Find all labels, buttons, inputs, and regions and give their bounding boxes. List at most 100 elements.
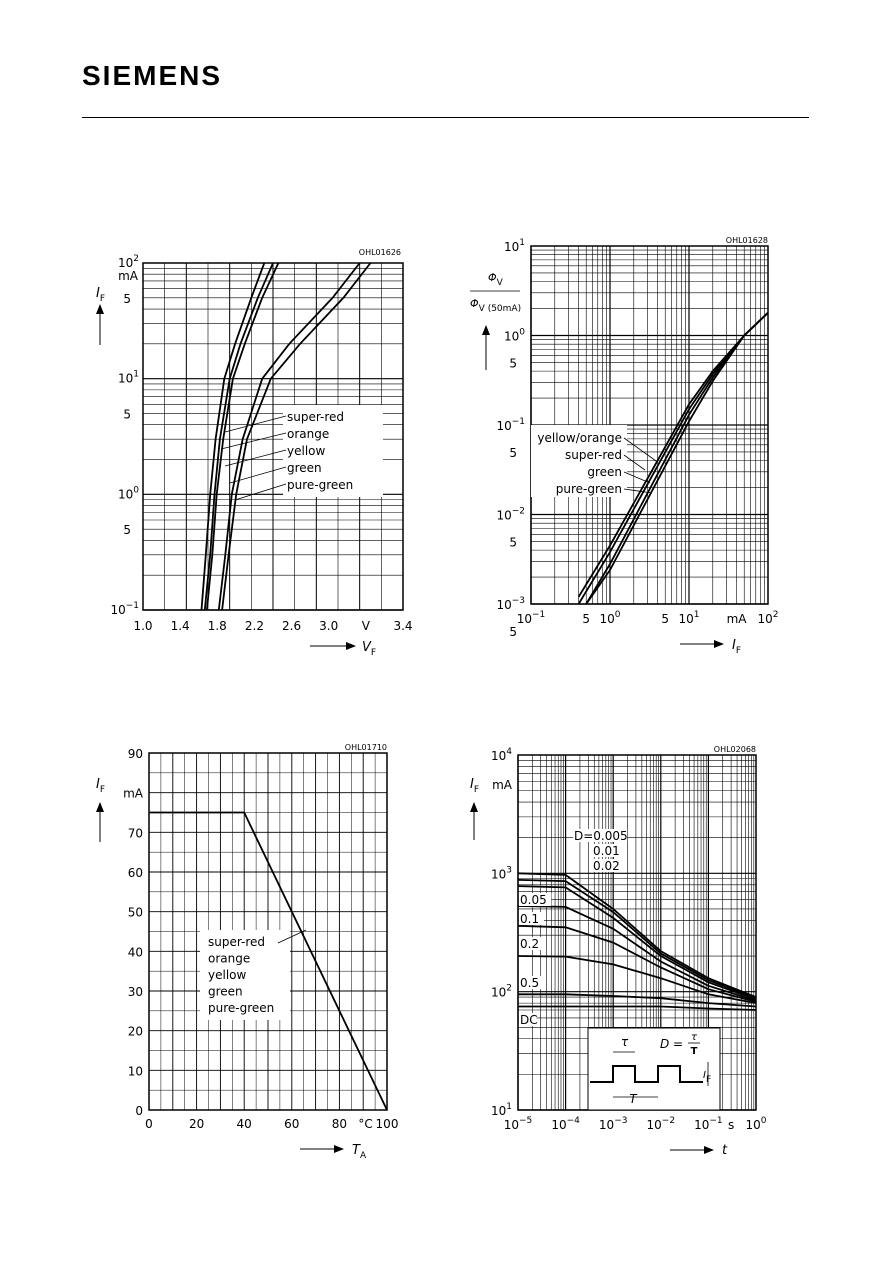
y-axis-label: IF <box>470 777 479 795</box>
series-line-DC <box>518 1005 757 1011</box>
x-tick-label: 10−1 <box>694 1116 723 1132</box>
y-tick-label: 10−2 <box>496 507 525 523</box>
y-tick-label: 102 <box>118 254 139 270</box>
x-unit-label: s <box>728 1118 734 1132</box>
y-tick-label: 5 <box>509 446 517 460</box>
legend-box <box>200 930 290 1020</box>
x-tick-label: 0 <box>145 1117 153 1131</box>
x-tick-label: 5 <box>582 612 590 626</box>
y-tick-label: 60 <box>128 866 143 880</box>
x-tick-label: 100 <box>745 1116 766 1132</box>
y-tick-label: 101 <box>491 1102 512 1118</box>
x-tick-label: 1.4 <box>171 619 190 633</box>
legend-label: orange <box>287 427 329 441</box>
y-axis-label: IF <box>96 777 105 795</box>
leader-line <box>277 929 307 944</box>
arrow-head <box>96 802 104 812</box>
y-tick-label: 20 <box>128 1025 143 1039</box>
x-axis-label: IF <box>732 638 741 656</box>
y-tick-label: 5 <box>509 625 517 639</box>
x-tick-label: 10−2 <box>647 1116 676 1132</box>
inset-frac-num: τ <box>691 1032 698 1043</box>
x-tick-label: 40 <box>237 1117 252 1131</box>
series-line-0.01 <box>517 879 757 1000</box>
chart-code: OHL01626 <box>359 248 401 257</box>
x-tick-label: 2.6 <box>282 619 301 633</box>
leader-line <box>224 449 287 467</box>
legend-label: yellow <box>208 968 246 982</box>
legend-label: green <box>587 465 622 479</box>
legend-label: super-red <box>208 935 265 949</box>
inset-if-label: IF <box>703 1070 711 1085</box>
label-bg <box>519 893 552 906</box>
y-unit-label: mA <box>118 269 139 283</box>
y-tick-label: mA <box>123 787 144 801</box>
legend-box <box>531 425 627 497</box>
leader-line <box>623 437 657 462</box>
x-tick-label: 10−1 <box>517 610 546 626</box>
duty-label: 0.05 <box>520 893 547 907</box>
leader-line <box>224 415 287 433</box>
x-axis-label: TA <box>352 1143 367 1161</box>
duty-label: D=0.005 <box>574 829 628 843</box>
derating-line <box>149 811 388 1111</box>
y-tick-label: 0 <box>135 1104 143 1118</box>
x-axis-label: VF <box>362 640 376 658</box>
series-line-0.05 <box>517 905 757 1002</box>
arrow-head <box>334 1145 344 1153</box>
legend-label: pure-green <box>556 482 622 496</box>
arrow-head <box>470 802 478 812</box>
inset-period: T <box>629 1092 638 1106</box>
x-tick-label: 2.2 <box>245 619 264 633</box>
x-tick-label: 1.0 <box>133 619 152 633</box>
series-line-orange <box>203 262 274 611</box>
leader-line <box>220 432 287 450</box>
series-line-D=0.005 <box>517 872 757 998</box>
x-tick-label: °C <box>358 1117 372 1131</box>
y-tick-label: 30 <box>128 985 143 999</box>
arrow-head <box>704 1146 714 1154</box>
y-tick-label: 5 <box>123 292 131 306</box>
leader-line <box>623 471 651 484</box>
arrow-head <box>714 640 724 648</box>
duty-label: 0.5 <box>520 976 539 990</box>
x-tick-label: 10−4 <box>551 1116 580 1132</box>
duty-label: 0.01 <box>593 844 620 858</box>
legend-label: pure-green <box>208 1001 274 1015</box>
series-line-pure-green <box>585 312 769 605</box>
y-tick-label: 5 <box>123 523 131 537</box>
pulse-waveform <box>590 1065 703 1083</box>
duty-label: DC <box>520 1013 538 1027</box>
y-tick-label: 10−1 <box>496 417 525 433</box>
x-tick-label: 100 <box>376 1117 399 1131</box>
y-tick-label: 100 <box>504 328 525 344</box>
y-label-numerator: ΦV <box>488 271 504 288</box>
series-line-0.02 <box>517 885 757 1001</box>
arrow-head <box>482 325 490 335</box>
current-derating-chart: super-red orange yellow green pure-green OHL0… <box>96 743 399 1161</box>
series-line-0.5 <box>518 993 757 1008</box>
y-tick-label: 50 <box>128 906 143 920</box>
legend-box <box>283 405 383 497</box>
plot-frame <box>148 752 388 1111</box>
label-bg <box>573 829 628 842</box>
arrow-head <box>346 642 356 650</box>
y-tick-label: 101 <box>504 238 525 254</box>
inset-duty: D = <box>660 1037 683 1051</box>
duty-label: 0.2 <box>520 937 539 951</box>
x-tick-label: 3.0 <box>319 619 338 633</box>
series-line-yellow <box>206 262 280 611</box>
header-rule <box>82 117 809 118</box>
series-line-super-red <box>200 262 266 611</box>
x-tick-label: 20 <box>189 1117 204 1131</box>
inset-frac-den: T <box>691 1046 698 1057</box>
series-line-0.2 <box>517 955 757 1004</box>
y-tick-label: 101 <box>118 370 139 386</box>
y-tick-label: 5 <box>123 407 131 421</box>
x-axis-label: t <box>722 1143 728 1158</box>
x-tick-label: V <box>362 619 371 633</box>
y-tick-label: 40 <box>128 945 143 959</box>
legend-label: green <box>287 461 322 475</box>
siemens-logo: SIEMENS <box>82 60 223 91</box>
